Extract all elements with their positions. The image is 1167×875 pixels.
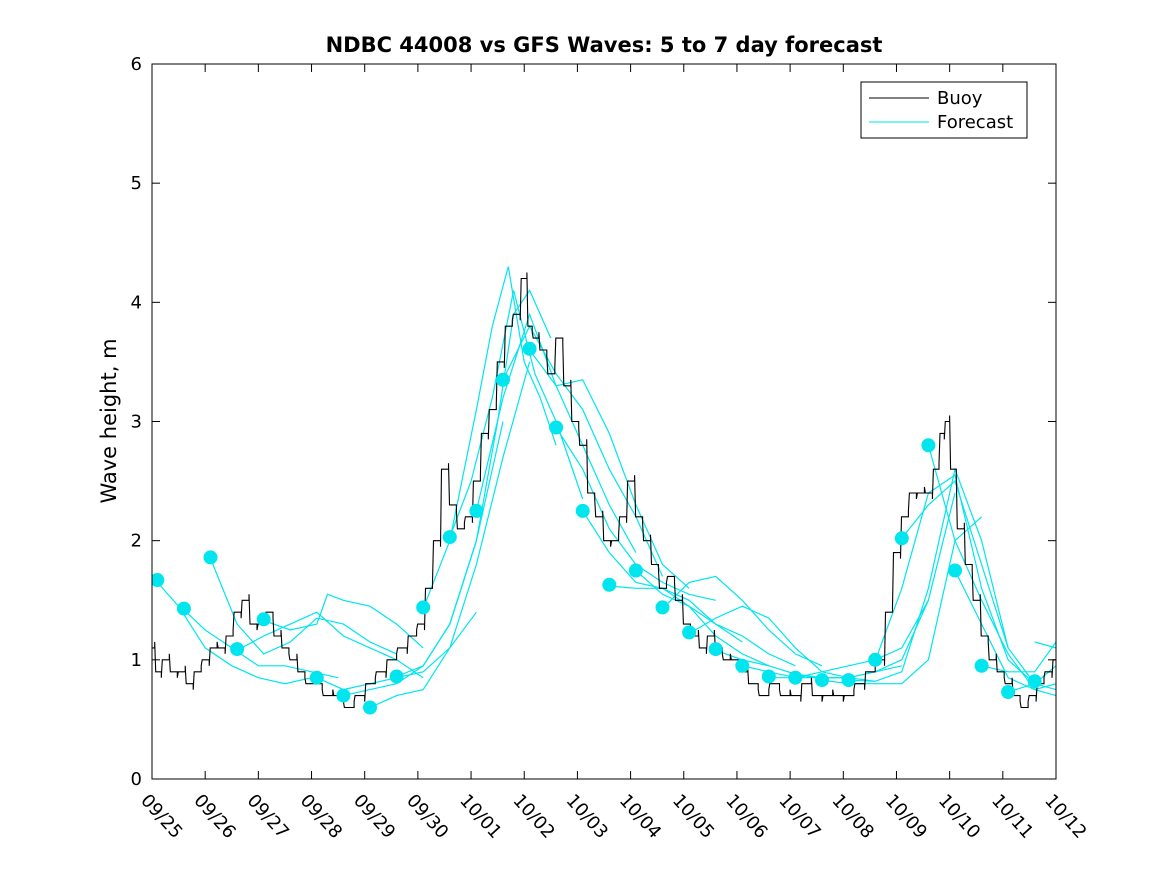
legend: Buoy Forecast bbox=[860, 81, 1028, 139]
forecast-marker bbox=[336, 688, 351, 703]
forecast-marker bbox=[602, 577, 617, 592]
plot-area bbox=[152, 266, 1056, 715]
forecast-marker bbox=[815, 673, 829, 688]
forecast-marker bbox=[152, 573, 165, 587]
forecast-marker bbox=[416, 600, 431, 615]
forecast-line-segment bbox=[635, 570, 796, 667]
forecast-marker bbox=[841, 673, 856, 688]
y-axis-label: Wave height, m bbox=[97, 338, 121, 503]
forecast-marker bbox=[256, 612, 271, 627]
forecast-marker bbox=[921, 438, 936, 453]
chart-title: NDBC 44008 vs GFS Waves: 5 to 7 day fore… bbox=[326, 33, 883, 57]
forecast-marker bbox=[469, 503, 484, 518]
forecast-marker bbox=[363, 700, 377, 715]
forecast-marker bbox=[442, 530, 457, 545]
forecast-marker bbox=[708, 642, 723, 657]
buoy-line bbox=[152, 272, 1056, 709]
forecast-marker bbox=[230, 642, 245, 657]
series-layer bbox=[152, 266, 1056, 715]
forecast-marker bbox=[1001, 685, 1016, 699]
forecast-marker bbox=[682, 625, 697, 640]
y-axis: 0 1 2 3 4 5 6 bbox=[131, 54, 1056, 790]
forecast-line-segment bbox=[848, 467, 1009, 682]
forecast-line-segment bbox=[263, 593, 424, 649]
forecast-marker bbox=[1027, 674, 1042, 689]
forecast-marker bbox=[522, 341, 537, 356]
y-tick-label: 4 bbox=[131, 292, 142, 313]
forecast-marker bbox=[575, 503, 590, 518]
forecast-marker bbox=[496, 372, 510, 387]
forecast-line-segment bbox=[422, 266, 557, 609]
forecast-marker bbox=[788, 670, 803, 685]
forecast-marker bbox=[894, 531, 909, 546]
forecast-marker bbox=[868, 652, 883, 667]
legend-label-buoy: Buoy bbox=[937, 88, 983, 109]
legend-box bbox=[860, 81, 1028, 139]
forecast-marker bbox=[948, 563, 962, 578]
y-tick-label: 5 bbox=[131, 173, 142, 194]
forecast-marker bbox=[389, 669, 404, 684]
forecast-line-segment bbox=[981, 641, 1056, 673]
forecast-line-segment bbox=[927, 445, 1056, 697]
forecast-marker bbox=[974, 658, 989, 673]
y-tick-label: 3 bbox=[131, 412, 142, 433]
forecast-line-segment bbox=[209, 558, 397, 655]
forecast-marker bbox=[761, 669, 776, 684]
forecast-line-segment bbox=[529, 349, 690, 589]
y-tick-label: 1 bbox=[131, 650, 142, 671]
legend-label-forecast: Forecast bbox=[937, 112, 1013, 133]
forecast-line-segment bbox=[1034, 641, 1056, 649]
y-tick-label: 6 bbox=[131, 54, 142, 75]
forecast-marker bbox=[176, 601, 191, 616]
forecast-line-segment bbox=[662, 575, 823, 667]
forecast-marker bbox=[735, 658, 750, 673]
forecast-line-segment bbox=[369, 361, 531, 709]
forecast-marker bbox=[628, 563, 643, 578]
forecast-marker bbox=[655, 600, 670, 615]
y-tick-label: 0 bbox=[131, 769, 142, 790]
forecast-line-segment bbox=[236, 611, 424, 679]
forecast-line-segment bbox=[874, 474, 1036, 685]
forecast-marker bbox=[309, 670, 324, 685]
forecast-marker bbox=[203, 550, 218, 565]
forecast-line-segment bbox=[954, 570, 1056, 691]
forecast-line-segment bbox=[183, 609, 339, 679]
y-tick-label: 2 bbox=[131, 531, 142, 552]
forecast-marker bbox=[549, 420, 564, 435]
